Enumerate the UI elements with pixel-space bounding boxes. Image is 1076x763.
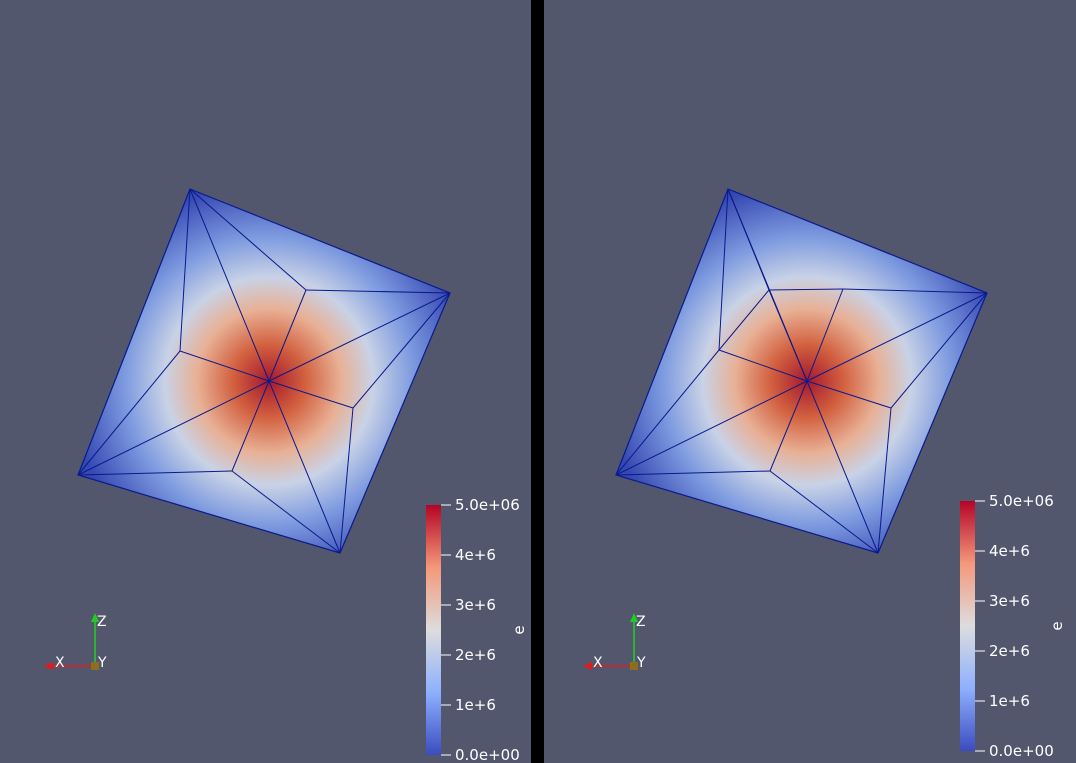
colorbar-tick-label: 4e+6 [989, 542, 1030, 560]
orientation-axes-left: Z X Y [44, 613, 107, 671]
render-canvas-right[interactable]: Z X Y 5.0e+06 4e+6 3e+6 2e+6 [544, 0, 1076, 763]
colorbar-tick-label: 0.0e+00 [989, 742, 1054, 760]
mesh-outline [77, 188, 451, 554]
colorbar-tick-label: 5.0e+06 [455, 496, 520, 514]
render-view-left[interactable]: Z X Y 5.0e+06 4e+6 3e+6 2e+6 [0, 0, 531, 763]
x-axis-arrow-icon [44, 662, 53, 670]
colorbar-tick-label: 2e+6 [989, 642, 1030, 660]
render-view-right[interactable]: Z X Y 5.0e+06 4e+6 3e+6 2e+6 [544, 0, 1076, 763]
y-axis-marker-icon [91, 662, 99, 670]
colorbar-tick-label: 1e+6 [989, 692, 1030, 710]
colorbar-tick-label: 2e+6 [455, 646, 496, 664]
mesh-edges [77, 188, 451, 554]
mesh-surface-left[interactable] [77, 188, 451, 554]
axis-label-z: Z [97, 614, 107, 630]
axis-label-x: X [593, 655, 603, 671]
color-legend-right[interactable]: 5.0e+06 4e+6 3e+6 2e+6 1e+6 0.0e+00 e [960, 492, 1066, 760]
colorbar-tick-label: 5.0e+06 [989, 492, 1054, 510]
colorbar-tick-label: 3e+6 [455, 596, 496, 614]
z-axis-arrow-icon [91, 613, 99, 622]
axis-label-x: X [55, 655, 65, 671]
mesh-outline [615, 188, 988, 554]
color-legend-left[interactable]: 5.0e+06 4e+6 3e+6 2e+6 1e+6 0.0e+00 e [426, 496, 528, 763]
colorbar-tick-label: 3e+6 [989, 592, 1030, 610]
colorbar-tick-label: 0.0e+00 [455, 746, 520, 763]
colorbar-ticks [975, 500, 985, 752]
colorbar-ticks [441, 504, 451, 756]
render-canvas-left[interactable]: Z X Y 5.0e+06 4e+6 3e+6 2e+6 [0, 0, 531, 763]
x-axis-arrow-icon [583, 662, 592, 670]
orientation-axes-right: Z X Y [583, 613, 646, 671]
axis-label-y: Y [97, 655, 107, 671]
colorbar-title: e [1048, 621, 1066, 630]
colorbar-title: e [510, 625, 528, 634]
colorbar-tick-label: 4e+6 [455, 546, 496, 564]
y-axis-marker-icon [630, 662, 638, 670]
mesh-edges [615, 188, 988, 554]
axis-label-y: Y [636, 655, 646, 671]
axis-label-z: Z [636, 614, 646, 630]
z-axis-arrow-icon [630, 613, 638, 622]
view-splitter[interactable] [531, 0, 544, 763]
colorbar-gradient [426, 505, 441, 755]
colorbar-tick-label: 1e+6 [455, 696, 496, 714]
mesh-surface-right[interactable] [615, 188, 988, 554]
colorbar-gradient [960, 501, 975, 751]
